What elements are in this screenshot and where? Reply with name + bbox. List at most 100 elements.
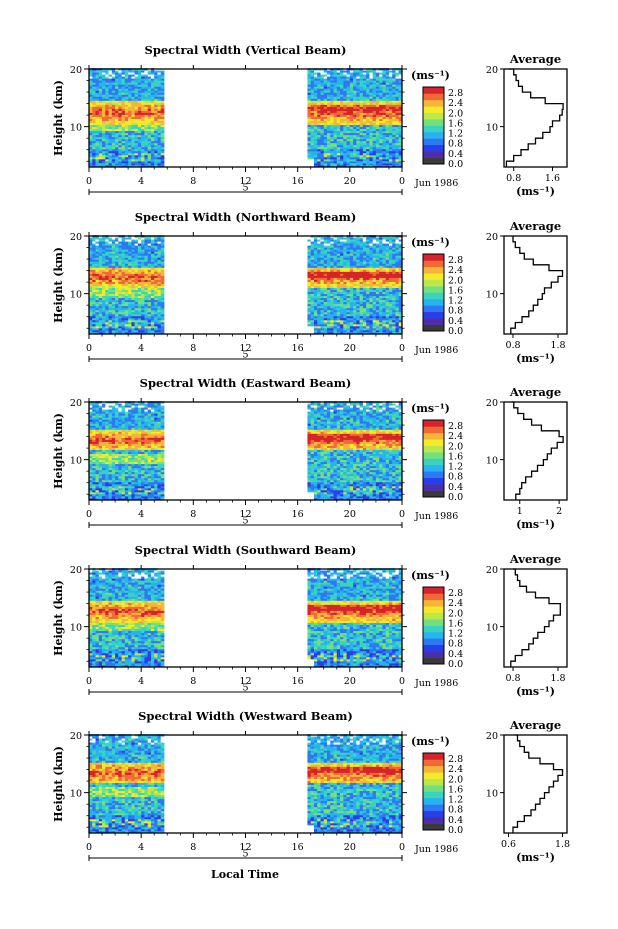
heatmap-cell <box>147 102 152 105</box>
heatmap-cell <box>115 118 119 121</box>
heatmap-cell <box>105 122 109 126</box>
heatmap-cell <box>95 102 100 105</box>
heatmap-cell <box>340 90 344 93</box>
heatmap-cell <box>382 118 387 121</box>
heatmap-cell <box>382 116 387 119</box>
heatmap-cell <box>398 138 403 142</box>
heatmap-cell <box>121 319 126 323</box>
heatmap-cell <box>327 136 331 140</box>
heatmap-cell <box>131 299 136 303</box>
heatmap-cell <box>157 72 162 75</box>
heatmap-cell <box>118 116 122 119</box>
heatmap-cell <box>89 273 93 276</box>
heatmap-cell <box>108 138 113 142</box>
heatmap-cell <box>388 106 393 109</box>
heatmap-cell <box>141 146 145 150</box>
heatmap-cell <box>128 313 132 317</box>
heatmap-cell <box>388 80 393 83</box>
colorbar-swatch <box>423 151 444 158</box>
heatmap-cell <box>349 112 354 115</box>
heatmap-cell <box>379 136 383 140</box>
heatmap-cell <box>320 154 325 158</box>
heatmap-cell <box>92 281 96 284</box>
heatmap-cell <box>333 156 338 160</box>
heatmap-cell <box>89 94 93 97</box>
heatmap-cell <box>128 297 132 301</box>
heatmap-cell <box>333 164 338 168</box>
heatmap-cell <box>108 78 113 81</box>
heatmap-cell <box>108 269 113 272</box>
heatmap-cell <box>327 132 331 136</box>
heatmap-cell <box>346 128 351 132</box>
heatmap-cell <box>330 160 334 164</box>
heatmap-cell <box>310 138 315 142</box>
heatmap-cell <box>375 138 380 142</box>
heatmap-cell <box>323 142 328 146</box>
heatmap-cell <box>336 152 341 156</box>
heatmap-cell <box>131 72 136 75</box>
heatmap-cell <box>327 142 331 146</box>
heatmap-cell <box>385 136 390 140</box>
y-tick-label: 20 <box>70 65 82 76</box>
heatmap-cell <box>102 253 106 256</box>
heatmap-cell <box>313 136 318 140</box>
heatmap-cell <box>356 88 361 91</box>
heatmap-cell <box>317 118 321 121</box>
heatmap-cell <box>115 307 119 311</box>
heatmap-cell <box>349 156 354 160</box>
heatmap-cell <box>128 162 132 166</box>
heatmap-cell <box>111 148 116 152</box>
heatmap-cell <box>102 150 106 154</box>
heatmap-cell <box>131 327 136 331</box>
heatmap-cell <box>313 100 318 103</box>
heatmap-cell <box>372 142 377 146</box>
heatmap-cell <box>382 92 387 95</box>
heatmap-cell <box>111 291 116 295</box>
heatmap-cell <box>95 142 100 146</box>
heatmap-cell <box>131 128 136 132</box>
heatmap-cell <box>362 82 367 85</box>
heatmap-cell <box>102 317 106 321</box>
heatmap-cell <box>353 122 357 126</box>
heatmap-cell <box>372 164 377 168</box>
heatmap-cell <box>95 301 100 305</box>
heatmap-cell <box>369 106 374 109</box>
heatmap-cell <box>366 146 370 150</box>
heatmap-cell <box>131 70 136 73</box>
heatmap-cell <box>92 138 96 142</box>
heatmap-cell <box>128 90 132 93</box>
heatmap-cell <box>115 134 119 138</box>
heatmap-cell <box>121 156 126 160</box>
heatmap-cell <box>392 120 396 124</box>
heatmap-cell <box>121 247 126 250</box>
heatmap-cell <box>366 94 370 97</box>
heatmap-cell <box>356 148 361 152</box>
heatmap-cell <box>369 146 374 150</box>
colorbar-frame <box>422 86 445 165</box>
heatmap-cell <box>102 305 106 309</box>
heatmap-cell <box>92 305 96 309</box>
heatmap-cell <box>375 96 380 99</box>
heatmap-cell <box>336 98 341 101</box>
heatmap-cell <box>105 263 109 266</box>
heatmap-cell <box>111 315 116 319</box>
heatmap-cell <box>128 315 132 319</box>
heatmap-cell <box>398 124 403 128</box>
heatmap-cell <box>131 110 136 113</box>
heatmap-cell <box>124 327 129 331</box>
heatmap-cell <box>317 152 321 156</box>
heatmap-cell <box>160 132 165 136</box>
heatmap-cell <box>121 277 126 280</box>
heatmap-cell <box>379 76 383 79</box>
heatmap-cell <box>356 104 361 107</box>
heatmap-cell <box>327 128 331 132</box>
heatmap-cell <box>160 104 165 107</box>
heatmap-cell <box>395 106 400 109</box>
heatmap-cell <box>108 86 113 89</box>
heatmap-cell <box>356 96 361 99</box>
heatmap-cell <box>150 86 155 89</box>
heatmap-cell <box>124 319 129 323</box>
heatmap-cell <box>144 158 149 162</box>
heatmap-cell <box>375 78 380 81</box>
